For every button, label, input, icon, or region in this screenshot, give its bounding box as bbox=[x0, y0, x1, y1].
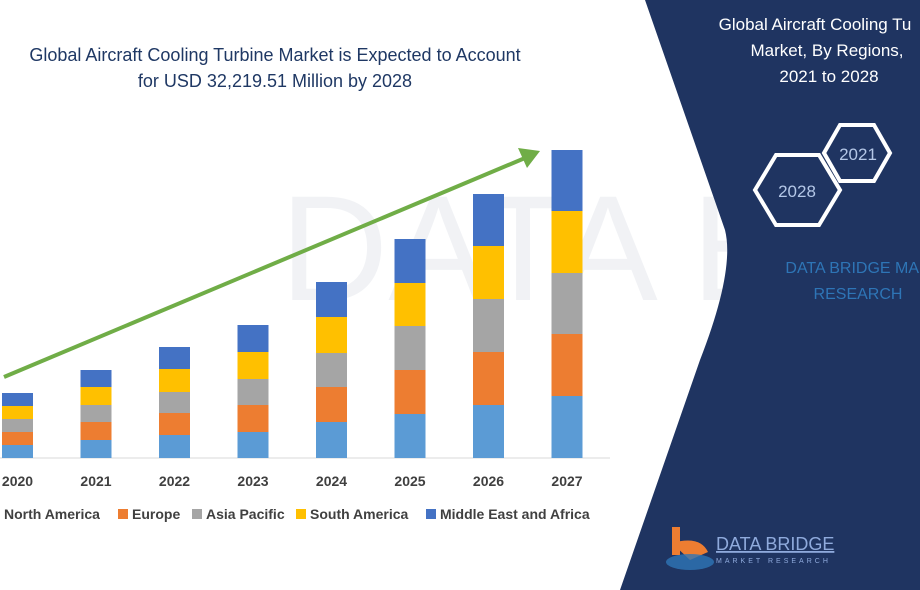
bar-segment-2023-asia-pacific bbox=[237, 379, 269, 405]
bar-segment-2025-south-america bbox=[394, 283, 426, 326]
hexagon-2021 bbox=[821, 123, 893, 183]
bar-segment-2024-asia-pacific bbox=[316, 353, 347, 387]
bars bbox=[2, 150, 583, 458]
legend-marker-1 bbox=[118, 509, 128, 519]
bar-segment-2021-asia-pacific bbox=[80, 405, 112, 422]
title-line-2: for USD 32,219.51 Million by 2028 bbox=[138, 71, 412, 91]
bar-segment-2021-north-america bbox=[80, 440, 112, 458]
bar-segment-2027-europe bbox=[551, 334, 583, 396]
legend-label-3: South America bbox=[310, 506, 408, 522]
side-panel-background bbox=[620, 0, 920, 590]
hex-year-2021: 2021 bbox=[839, 145, 877, 164]
data-bridge-logo: DATA BRIDGE MARKET RESEARCH bbox=[666, 527, 834, 570]
legend-marker-2 bbox=[192, 509, 202, 519]
bar-segment-2020-south-america bbox=[2, 406, 33, 419]
bar-segment-2024-middle-east-and-africa bbox=[316, 282, 347, 317]
bar-segment-2027-south-america bbox=[551, 211, 583, 273]
bar-segment-2027-north-america bbox=[551, 396, 583, 458]
legend-label-1: Europe bbox=[132, 506, 180, 522]
bar-segment-2021-europe bbox=[80, 422, 112, 440]
bar-segment-2026-middle-east-and-africa bbox=[473, 194, 504, 246]
bar-segment-2026-north-america bbox=[473, 405, 504, 458]
legend-marker-4 bbox=[426, 509, 436, 519]
x-tick-2025: 2025 bbox=[394, 473, 425, 489]
hex-year-2028: 2028 bbox=[778, 182, 816, 201]
bar-segment-2027-middle-east-and-africa bbox=[551, 150, 583, 211]
legend-label-4: Middle East and Africa bbox=[440, 506, 590, 522]
bar-segment-2020-north-america bbox=[2, 445, 33, 458]
bar-segment-2022-asia-pacific bbox=[159, 392, 190, 413]
x-tick-2026: 2026 bbox=[473, 473, 504, 489]
title-line-1: Global Aircraft Cooling Turbine Market i… bbox=[29, 45, 520, 65]
bar-segment-2022-europe bbox=[159, 413, 190, 435]
x-tick-2021: 2021 bbox=[80, 473, 111, 489]
bar-segment-2023-middle-east-and-africa bbox=[237, 325, 269, 352]
side-panel-title: Global Aircraft Cooling Tu Market, By Re… bbox=[719, 15, 912, 86]
bar-segment-2025-europe bbox=[394, 370, 426, 414]
legend-label-0: North America bbox=[4, 506, 100, 522]
bar-segment-2027-asia-pacific bbox=[551, 273, 583, 334]
logo-name: DATA BRIDGE bbox=[716, 534, 834, 554]
bar-segment-2026-south-america bbox=[473, 246, 504, 299]
bar-segment-2026-europe bbox=[473, 352, 504, 405]
bar-segment-2024-europe bbox=[316, 387, 347, 422]
bar-segment-2022-middle-east-and-africa bbox=[159, 347, 190, 369]
side-title-line-2: Market, By Regions, bbox=[750, 41, 903, 60]
bar-segment-2024-south-america bbox=[316, 317, 347, 353]
hexagon-2028 bbox=[752, 153, 843, 227]
bar-segment-2024-north-america bbox=[316, 422, 347, 458]
bar-segment-2023-north-america bbox=[237, 432, 269, 458]
x-tick-labels: 2020 2021 2022 2023 2024 2025 2026 2027 bbox=[2, 473, 583, 489]
x-tick-2022: 2022 bbox=[159, 473, 190, 489]
bar-segment-2025-middle-east-and-africa bbox=[394, 239, 426, 283]
bar-segment-2022-north-america bbox=[159, 435, 190, 458]
bar-segment-2022-south-america bbox=[159, 369, 190, 392]
bar-segment-2023-south-america bbox=[237, 352, 269, 379]
legend-marker-3 bbox=[296, 509, 306, 519]
bar-segment-2020-europe bbox=[2, 432, 33, 445]
side-title-line-1: Global Aircraft Cooling Tu bbox=[719, 15, 912, 34]
side-title-line-3: 2021 to 2028 bbox=[779, 67, 878, 86]
logo-tagline: MARKET RESEARCH bbox=[716, 558, 831, 565]
bar-segment-2020-asia-pacific bbox=[2, 419, 33, 432]
bar-segment-2026-asia-pacific bbox=[473, 299, 504, 352]
bar-segment-2021-south-america bbox=[80, 387, 112, 405]
x-tick-2020: 2020 bbox=[2, 473, 33, 489]
bar-segment-2025-north-america bbox=[394, 414, 426, 458]
bar-segment-2021-middle-east-and-africa bbox=[80, 370, 112, 387]
legend-label-2: Asia Pacific bbox=[206, 506, 285, 522]
x-tick-2024: 2024 bbox=[316, 473, 347, 489]
page-title: Global Aircraft Cooling Turbine Market i… bbox=[29, 45, 520, 91]
brand-line-1: DATA BRIDGE MAR bbox=[785, 260, 920, 277]
trend-arrow bbox=[3, 148, 540, 379]
bar-segment-2020-middle-east-and-africa bbox=[2, 393, 33, 406]
brand-line-2: RESEARCH bbox=[814, 286, 903, 303]
x-tick-2027: 2027 bbox=[551, 473, 582, 489]
bar-segment-2023-europe bbox=[237, 405, 269, 432]
x-tick-2023: 2023 bbox=[237, 473, 268, 489]
bar-segment-2025-asia-pacific bbox=[394, 326, 426, 370]
legend: North America Europe Asia Pacific South Ame… bbox=[4, 506, 590, 522]
